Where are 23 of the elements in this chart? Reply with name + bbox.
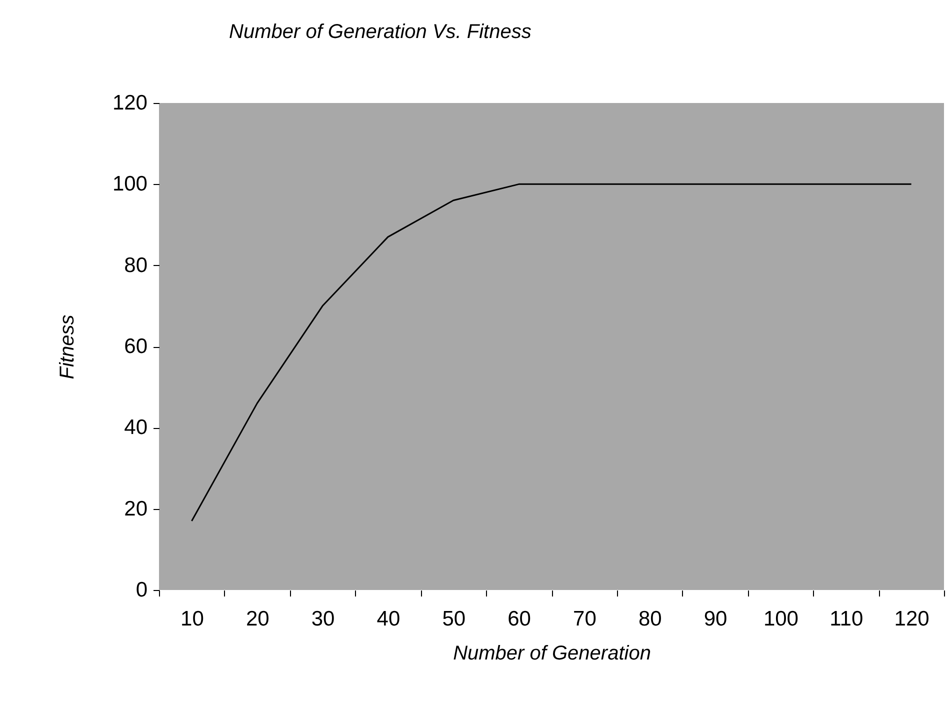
y-tick-label: 40 [124, 416, 148, 440]
y-tick-label: 100 [112, 172, 148, 196]
y-tick-label: 20 [124, 497, 148, 520]
x-tick-label: 40 [376, 608, 400, 630]
x-tick-label: 60 [508, 608, 531, 630]
x-tick-label: 30 [311, 608, 335, 630]
x-tick-label: 10 [180, 608, 204, 630]
y-tick-label: 120 [112, 92, 148, 114]
x-tick-label: 20 [246, 608, 270, 630]
x-tick-label: 80 [638, 608, 662, 630]
y-tick-label: 80 [124, 254, 148, 277]
x-tick-label: 70 [573, 608, 596, 630]
chart-title: Number of Generation Vs. Fitness [229, 21, 532, 43]
x-tick-label: 100 [763, 608, 798, 630]
line-series [190, 183, 912, 522]
y-axis-title: Fitness [56, 314, 78, 380]
y-tick-label: 0 [136, 578, 148, 602]
y-tick-label: 60 [124, 335, 148, 358]
x-axis-title: Number of Generation [453, 642, 651, 664]
x-tick-label: 90 [704, 608, 728, 630]
x-tick-label: 50 [442, 608, 466, 630]
x-tick-label: 120 [894, 608, 930, 630]
x-tick-label: 110 [830, 608, 864, 630]
